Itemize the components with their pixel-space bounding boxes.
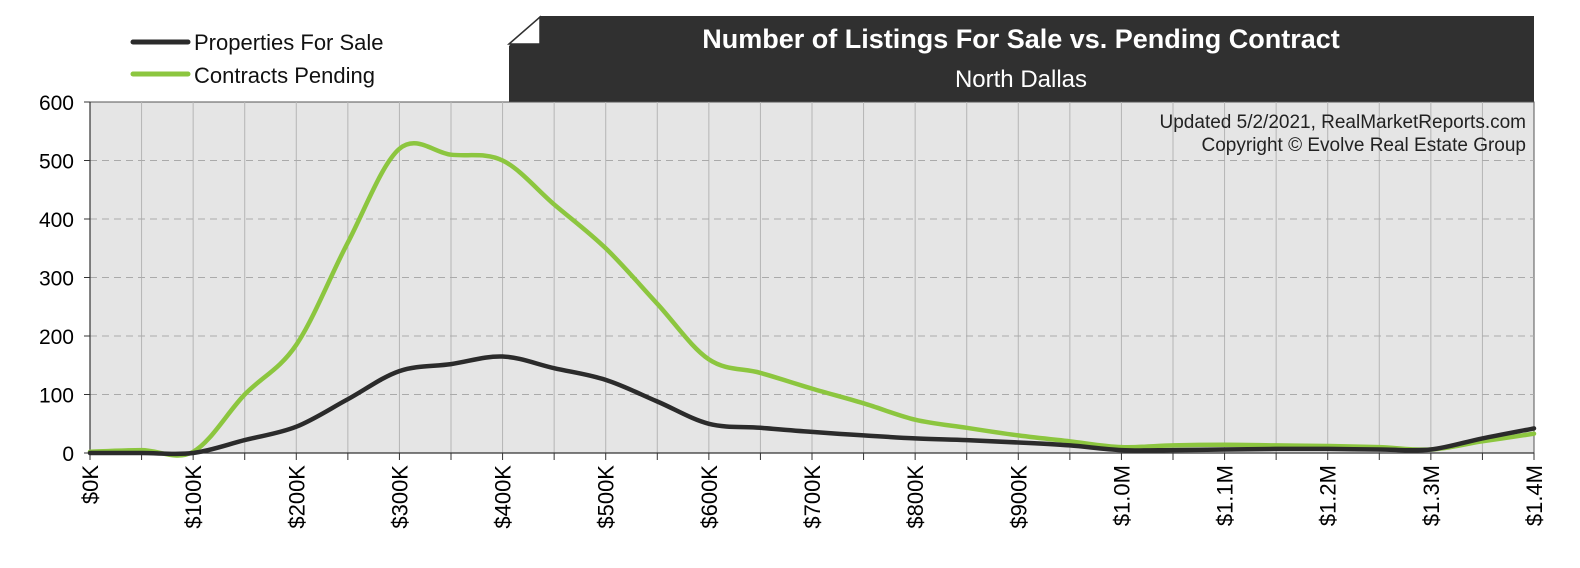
chart-subtitle: North Dallas (955, 66, 1087, 93)
y-tick-label: 600 (39, 92, 74, 115)
credit-copyright: Copyright © Evolve Real Estate Group (1202, 135, 1526, 156)
legend-label-contracts-pending: Contracts Pending (194, 63, 375, 88)
y-tick-label: 300 (39, 268, 74, 291)
y-tick-label: 400 (39, 209, 74, 232)
title-banner: Number of Listings For Sale vs. Pending … (506, 15, 1534, 102)
grid (90, 102, 1534, 453)
y-tick-label: 500 (39, 151, 74, 174)
credit-updated: Updated 5/2/2021, RealMarketReports.com (1160, 112, 1526, 133)
y-tick-label: 200 (39, 326, 74, 349)
x-tick-label: $700K (800, 465, 825, 529)
x-tick-label: $1.4M (1522, 465, 1547, 526)
y-tick-label: 100 (39, 385, 74, 408)
x-tick-label: $600K (697, 465, 722, 529)
chart-title: Number of Listings For Sale vs. Pending … (702, 24, 1340, 54)
legend: Properties For Sale Contracts Pending (130, 30, 384, 88)
credits: Updated 5/2/2021, RealMarketReports.com … (1160, 112, 1526, 156)
series-line-contracts-pending (87, 141, 1537, 458)
x-tick-label: $900K (1006, 465, 1031, 529)
series-line-properties-for-sale (87, 354, 1537, 457)
title-banner-folded-corner (506, 15, 541, 45)
x-tick-label: $1.1M (1213, 465, 1238, 526)
legend-label-properties-for-sale: Properties For Sale (194, 30, 384, 55)
x-tick-label: $400K (491, 465, 516, 529)
x-tick-label: $800K (903, 465, 928, 529)
y-tick-label: 0 (62, 443, 74, 466)
x-tick-label: $500K (594, 465, 619, 529)
x-tick-label: $1.2M (1316, 465, 1341, 526)
axes: 0 100 200 300 400 500 600 $0K $100K $200K $300K $40… (39, 92, 1547, 529)
x-tick-label: $200K (284, 465, 309, 529)
x-tick-label: $100K (181, 465, 206, 529)
x-tick-label: $1.0M (1109, 465, 1134, 526)
title-banner-background (509, 16, 1534, 102)
x-tick-label: $0K (78, 465, 103, 504)
x-tick-label: $1.3M (1419, 465, 1444, 526)
x-tick-label: $300K (387, 465, 412, 529)
series-layer (87, 141, 1537, 458)
